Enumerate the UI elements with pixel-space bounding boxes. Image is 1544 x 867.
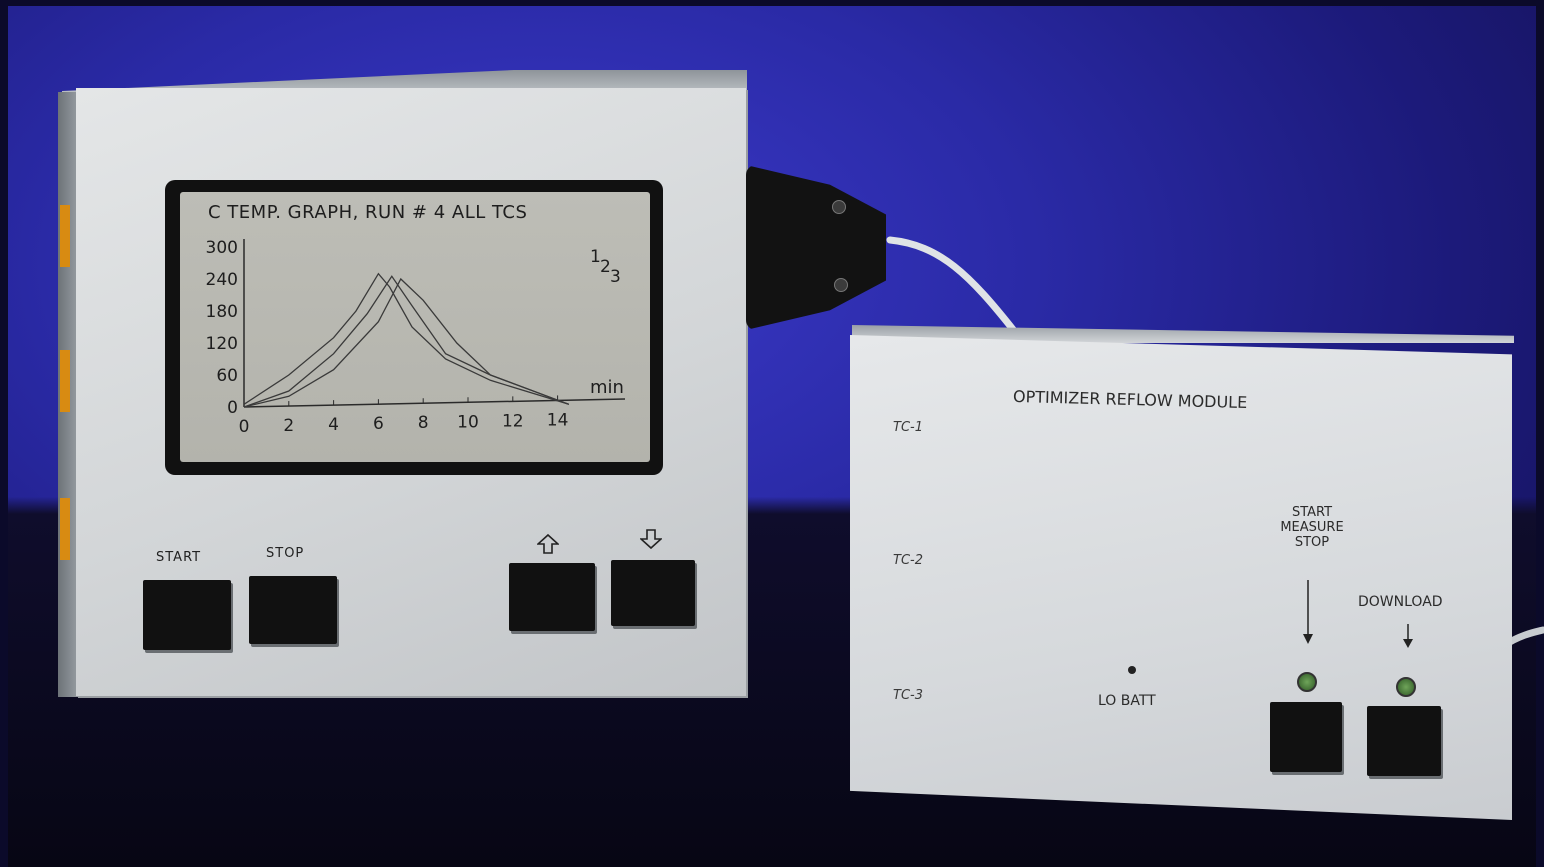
y-tick-label: 180 (206, 302, 238, 322)
series-line-1 (243, 272, 569, 405)
legend-entry: 2 (600, 257, 611, 277)
down-arrow-icon (1403, 624, 1413, 648)
side-tab (60, 350, 70, 412)
y-tick-label: 300 (206, 238, 238, 258)
x-tick-label: 10 (457, 412, 479, 432)
x-tick-label: 8 (418, 413, 429, 433)
x-tick-label: 2 (283, 416, 294, 436)
tc1-label: TC-1 (893, 420, 923, 435)
y-tick-label: 120 (206, 334, 238, 354)
download-led (1396, 677, 1416, 697)
x-tick-label: 6 (373, 414, 384, 434)
lcd-screen: C TEMP. GRAPH, RUN # 4 ALL TCS 0 60 120 180… (180, 192, 650, 462)
x-axis (243, 398, 626, 408)
screen-header: C TEMP. GRAPH, RUN # 4 ALL TCS (208, 202, 528, 223)
tc2-label: TC-2 (893, 553, 923, 568)
stop-label: STOP (266, 546, 305, 561)
lo-batt-indicator (1128, 666, 1136, 674)
download-label: DOWNLOAD (1358, 594, 1443, 610)
tc3-label: TC-3 (893, 688, 923, 703)
series-line-3 (243, 277, 570, 408)
x-tick-label: 0 (239, 417, 250, 437)
down-arrow-icon (640, 529, 662, 550)
label-line: STOP (1294, 535, 1330, 550)
start-button[interactable] (143, 580, 231, 650)
start-measure-stop-label: START MEASURE STOP (1270, 505, 1354, 550)
x-tick-label: 4 (328, 415, 339, 435)
start-measure-stop-button[interactable] (1270, 702, 1342, 772)
lo-batt-label: LO BATT (1098, 693, 1156, 709)
label-line: START (1291, 505, 1333, 520)
legend-entry: 1 (590, 247, 601, 267)
y-tick-label: 240 (206, 270, 238, 290)
x-tick-label: 12 (502, 411, 524, 431)
stop-button[interactable] (249, 576, 337, 644)
data-cable (886, 236, 1019, 336)
connector-screw (832, 200, 846, 214)
legend-entry: 3 (610, 267, 621, 287)
side-tab (60, 205, 70, 267)
y-tick-label: 0 (227, 398, 238, 418)
down-button[interactable] (611, 560, 695, 626)
label-line: MEASURE (1280, 520, 1344, 535)
measure-led (1297, 672, 1317, 692)
down-arrow-icon (1303, 580, 1313, 644)
up-button[interactable] (509, 563, 595, 631)
y-tick-label: 60 (216, 366, 238, 386)
x-unit-label: min (590, 377, 624, 398)
download-button[interactable] (1367, 706, 1441, 776)
side-tab (60, 498, 70, 560)
up-arrow-icon (537, 533, 559, 554)
series-line-2 (243, 275, 570, 408)
start-label: START (156, 550, 202, 565)
x-tick-label: 14 (547, 410, 569, 430)
connector-screw (834, 278, 848, 292)
